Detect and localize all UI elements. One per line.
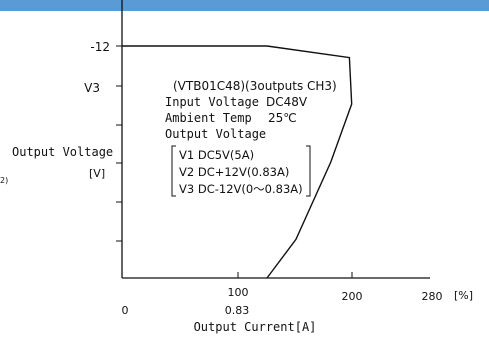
x-tick-label-zero-current: 0 [122,304,129,317]
x-tick-label-200: 200 [342,290,363,303]
y-tick-label-minus12: -12 [90,40,110,54]
annotation-temp-value: 25℃ [268,111,297,125]
annotation-outputs-label: Output Voltage [165,127,266,141]
x-tick-label-0-83-current: 0.83 [225,304,250,317]
outputs-bracket-right [306,145,311,197]
y-tick-label-v3: V3 [84,81,100,95]
annotation-input-label: Input Voltage [165,95,259,109]
annotation-model: (VTB01C48)(3outputs CH3) [173,79,337,93]
output-v3: V3 DC-12V(0～0.83A) [179,182,303,196]
annotation-input-value: DC48V [266,95,308,109]
y-tick-marks [116,45,122,242]
x-tick-label-280: 280 [422,290,443,303]
x-axis-label: Output Current[A] [194,320,317,334]
x-tick-label-100: 100 [228,286,249,299]
y-axis-unit: [V] [89,167,105,180]
output-v1: V1 DC5V(5A) [179,148,254,162]
annotation-temp-label: Ambient Temp [165,111,252,125]
output-v2: V2 DC+12V(0.83A) [179,165,289,179]
x-unit-label: [%] [454,289,473,302]
left-edge-fragment: 2) [0,176,8,185]
series-line [122,45,353,279]
outputs-bracket-left [171,145,176,197]
x-tick-marks [237,272,353,278]
y-axis-label: Output Voltage [12,145,113,159]
header-bar [0,0,489,11]
